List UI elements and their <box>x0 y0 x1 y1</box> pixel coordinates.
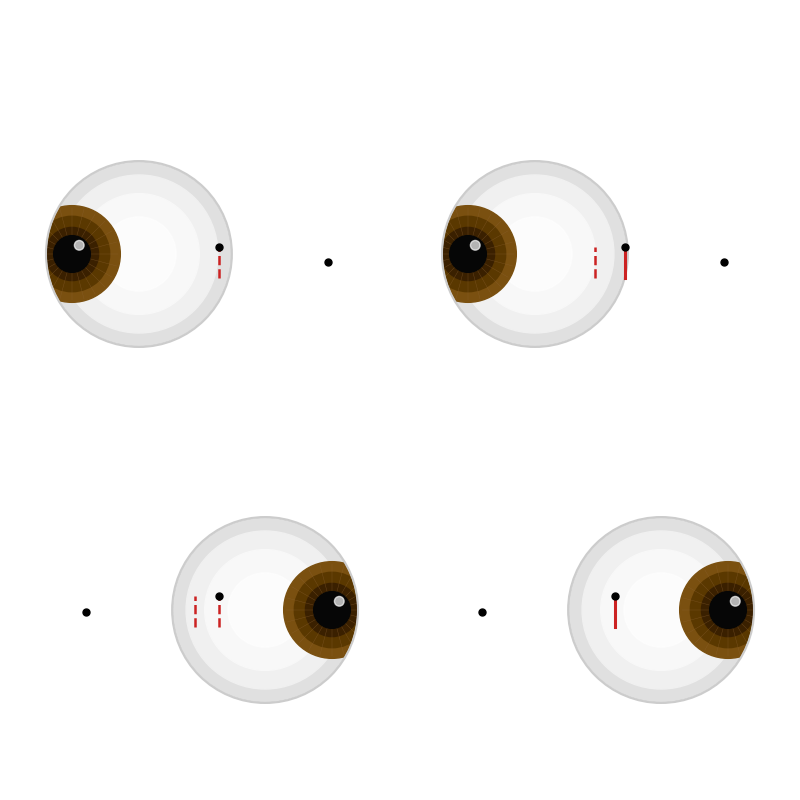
Text: STRABISMUS SURGERY: STRABISMUS SURGERY <box>149 30 651 68</box>
Circle shape <box>284 562 380 658</box>
Polygon shape <box>426 598 640 626</box>
Text: NEW  POSITION (SUTURES): NEW POSITION (SUTURES) <box>472 128 630 244</box>
Text: ORIGINAL  POSITION (INCISION): ORIGINAL POSITION (INCISION) <box>62 128 249 244</box>
Circle shape <box>730 597 740 606</box>
Circle shape <box>24 206 120 302</box>
Circle shape <box>582 531 740 689</box>
Circle shape <box>186 531 344 689</box>
Circle shape <box>34 216 110 292</box>
Text: OUTER  MUSCLE: OUTER MUSCLE <box>46 540 141 609</box>
Polygon shape <box>180 189 374 217</box>
Circle shape <box>314 592 350 628</box>
Circle shape <box>306 583 358 637</box>
Circle shape <box>315 593 349 627</box>
Polygon shape <box>426 633 620 654</box>
Circle shape <box>702 583 754 637</box>
Circle shape <box>568 517 754 703</box>
Text: INCISION: INCISION <box>219 494 275 594</box>
Circle shape <box>74 241 84 250</box>
Text: OUTER  MUSCLE: OUTER MUSCLE <box>442 540 537 609</box>
Circle shape <box>680 562 776 658</box>
Polygon shape <box>160 248 374 277</box>
Polygon shape <box>0 0 418 533</box>
Circle shape <box>624 573 698 647</box>
Polygon shape <box>30 571 224 592</box>
Circle shape <box>451 237 485 271</box>
Text: INNER  MUSCLE: INNER MUSCLE <box>226 178 326 260</box>
Circle shape <box>46 161 232 347</box>
Circle shape <box>498 217 572 291</box>
Circle shape <box>711 593 745 627</box>
Circle shape <box>334 597 344 606</box>
Circle shape <box>46 227 98 281</box>
Circle shape <box>228 573 302 647</box>
Polygon shape <box>556 248 770 277</box>
Circle shape <box>172 517 358 703</box>
Circle shape <box>710 592 746 628</box>
Text: SUTURES: SUTURES <box>615 494 672 594</box>
Polygon shape <box>30 598 244 626</box>
Polygon shape <box>0 331 544 800</box>
Circle shape <box>420 206 516 302</box>
Circle shape <box>60 175 218 333</box>
Circle shape <box>78 194 199 314</box>
Circle shape <box>456 175 614 333</box>
Polygon shape <box>576 297 770 318</box>
Circle shape <box>54 236 90 272</box>
Polygon shape <box>256 0 800 533</box>
Polygon shape <box>180 297 374 318</box>
Circle shape <box>450 236 486 272</box>
Polygon shape <box>382 331 800 800</box>
Polygon shape <box>426 571 620 592</box>
Circle shape <box>442 161 628 347</box>
Circle shape <box>430 216 506 292</box>
Text: INNER  MUSCLE: INNER MUSCLE <box>622 178 722 260</box>
Circle shape <box>474 194 595 314</box>
Circle shape <box>102 217 176 291</box>
Polygon shape <box>576 189 770 217</box>
Polygon shape <box>30 633 224 654</box>
Circle shape <box>442 227 494 281</box>
Circle shape <box>205 550 326 670</box>
Circle shape <box>55 237 89 271</box>
Circle shape <box>601 550 722 670</box>
Circle shape <box>470 241 480 250</box>
Circle shape <box>690 572 766 648</box>
Circle shape <box>294 572 370 648</box>
